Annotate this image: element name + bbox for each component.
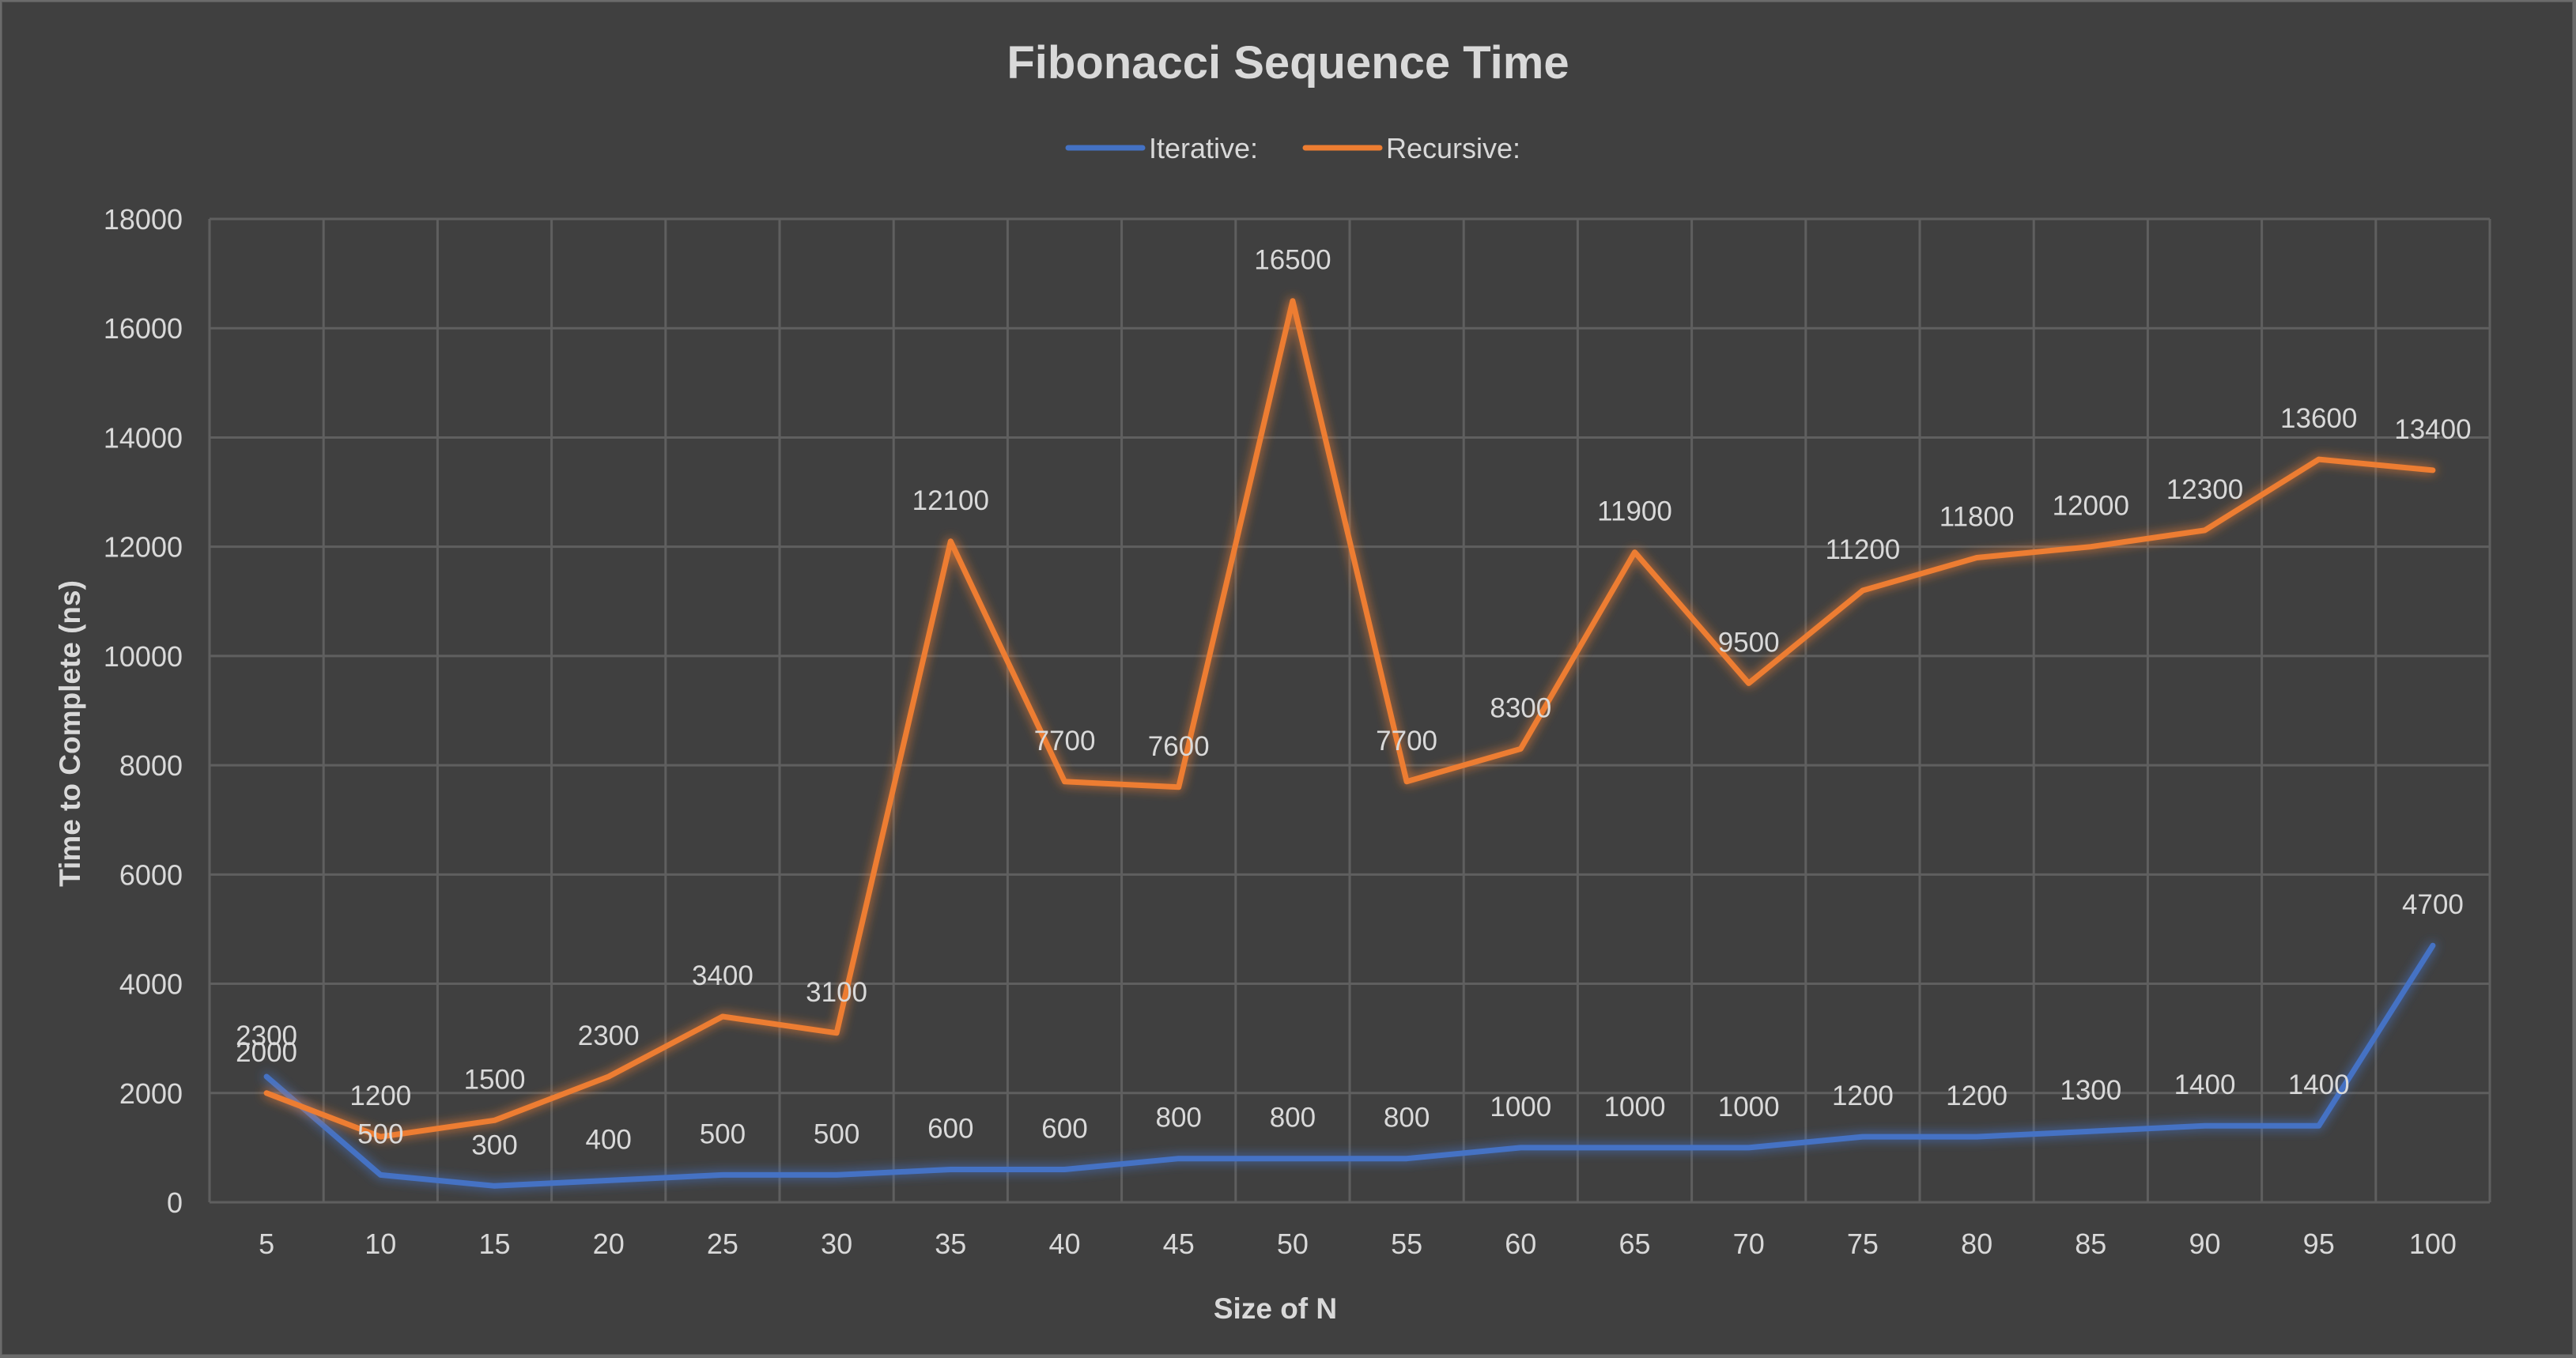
iterative-data-label: 1200 (1946, 1081, 2008, 1111)
recursive-data-label: 2000 (236, 1037, 297, 1068)
y-tick-label: 0 (167, 1186, 183, 1219)
recursive-data-label: 9500 (1718, 627, 1780, 658)
iterative-data-label: 800 (1155, 1103, 1201, 1134)
legend: Iterative: Recursive: (1065, 132, 1520, 164)
x-axis-ticks: 5 10 15 20 25 30 35 40 45 50 55 60 65 70 75 80 85 90 95 100 (259, 1228, 2457, 1260)
iterative-data-label: 800 (1270, 1103, 1316, 1134)
recursive-data-label: 7700 (1034, 726, 1096, 756)
x-tick-label: 5 (259, 1228, 274, 1260)
x-tick-label: 75 (1847, 1228, 1879, 1260)
iterative-data-label: 1400 (2174, 1069, 2236, 1100)
recursive-data-label: 3400 (692, 960, 754, 991)
iterative-data-label: 4700 (2402, 889, 2464, 920)
x-tick-label: 55 (1391, 1228, 1422, 1260)
series-lines (263, 298, 2436, 1189)
iterative-data-label: 1300 (2060, 1075, 2121, 1106)
iterative-data-label: 500 (700, 1118, 746, 1149)
recursive-data-label: 1200 (349, 1081, 411, 1111)
recursive-data-label: 13400 (2394, 414, 2471, 445)
x-tick-label: 60 (1505, 1228, 1536, 1260)
y-axis-title: Time to Complete (ns) (54, 580, 86, 887)
y-tick-label: 10000 (104, 640, 183, 673)
x-tick-label: 30 (821, 1228, 852, 1260)
iterative-data-label: 1000 (1490, 1092, 1551, 1122)
y-tick-label: 14000 (104, 421, 183, 454)
x-tick-label: 20 (593, 1228, 625, 1260)
x-tick-label: 40 (1048, 1228, 1080, 1260)
x-tick-label: 25 (707, 1228, 738, 1260)
iterative-data-label: 600 (1041, 1114, 1087, 1145)
y-tick-label: 12000 (104, 531, 183, 564)
x-tick-label: 10 (364, 1228, 396, 1260)
recursive-data-label: 2300 (578, 1020, 640, 1051)
x-tick-label: 50 (1277, 1228, 1309, 1260)
iterative-data-label: 500 (357, 1118, 403, 1149)
iterative-data-label: 2300 (236, 1020, 297, 1051)
x-tick-label: 90 (2189, 1228, 2220, 1260)
y-tick-label: 4000 (119, 968, 183, 1001)
y-tick-label: 8000 (119, 749, 183, 782)
y-tick-label: 2000 (119, 1077, 183, 1110)
legend-label-iterative: Iterative: (1149, 132, 1258, 164)
legend-label-recursive: Recursive: (1386, 132, 1520, 164)
iterative-data-label: 1200 (1832, 1081, 1894, 1111)
recursive-data-label: 11200 (1826, 534, 1901, 565)
iterative-series-line (263, 942, 2436, 1189)
x-tick-label: 95 (2303, 1228, 2335, 1260)
iterative-data-label: 1000 (1718, 1092, 1780, 1122)
iterative-data-label: 300 (471, 1130, 517, 1160)
iterative-data-label: 600 (927, 1114, 973, 1145)
x-tick-label: 85 (2075, 1228, 2106, 1260)
x-tick-label: 65 (1618, 1228, 1650, 1260)
recursive-data-label: 8300 (1490, 692, 1551, 723)
x-tick-label: 35 (935, 1228, 966, 1260)
data-labels: 2300 500 300 400 500 500 600 600 800 800 800 1000 10… (236, 245, 2471, 1161)
chart-title: Fibonacci Sequence Time (1007, 37, 1569, 89)
iterative-data-label: 400 (585, 1124, 631, 1155)
x-tick-label: 45 (1163, 1228, 1195, 1260)
recursive-data-label: 12000 (2053, 491, 2129, 522)
gridlines (208, 217, 2491, 1204)
recursive-data-label: 13600 (2280, 403, 2357, 434)
recursive-data-label: 11800 (1940, 501, 2015, 532)
iterative-data-label: 1400 (2288, 1069, 2350, 1100)
recursive-data-label: 12300 (2166, 474, 2243, 505)
y-tick-label: 6000 (119, 858, 183, 891)
recursive-data-label: 12100 (912, 485, 989, 516)
y-tick-label: 16000 (104, 312, 183, 345)
y-axis-ticks: 0 2000 4000 6000 8000 10000 12000 14000 16000 180… (104, 203, 183, 1219)
x-tick-label: 100 (2409, 1228, 2457, 1260)
y-tick-label: 18000 (104, 203, 183, 236)
iterative-data-label: 1000 (1604, 1092, 1666, 1122)
x-tick-label: 15 (478, 1228, 510, 1260)
recursive-data-label: 11900 (1597, 496, 1672, 527)
iterative-data-label: 500 (814, 1118, 859, 1149)
recursive-series-line (263, 298, 2436, 1140)
x-tick-label: 70 (1733, 1228, 1765, 1260)
x-axis-title: Size of N (1214, 1292, 1337, 1325)
recursive-data-label: 1500 (464, 1064, 526, 1095)
x-tick-label: 80 (1961, 1228, 1992, 1260)
recursive-data-label: 7700 (1376, 726, 1437, 756)
recursive-data-label: 7600 (1148, 731, 1210, 762)
recursive-data-label: 16500 (1254, 245, 1331, 276)
iterative-data-label: 800 (1384, 1103, 1430, 1134)
recursive-data-label: 3100 (806, 977, 867, 1008)
